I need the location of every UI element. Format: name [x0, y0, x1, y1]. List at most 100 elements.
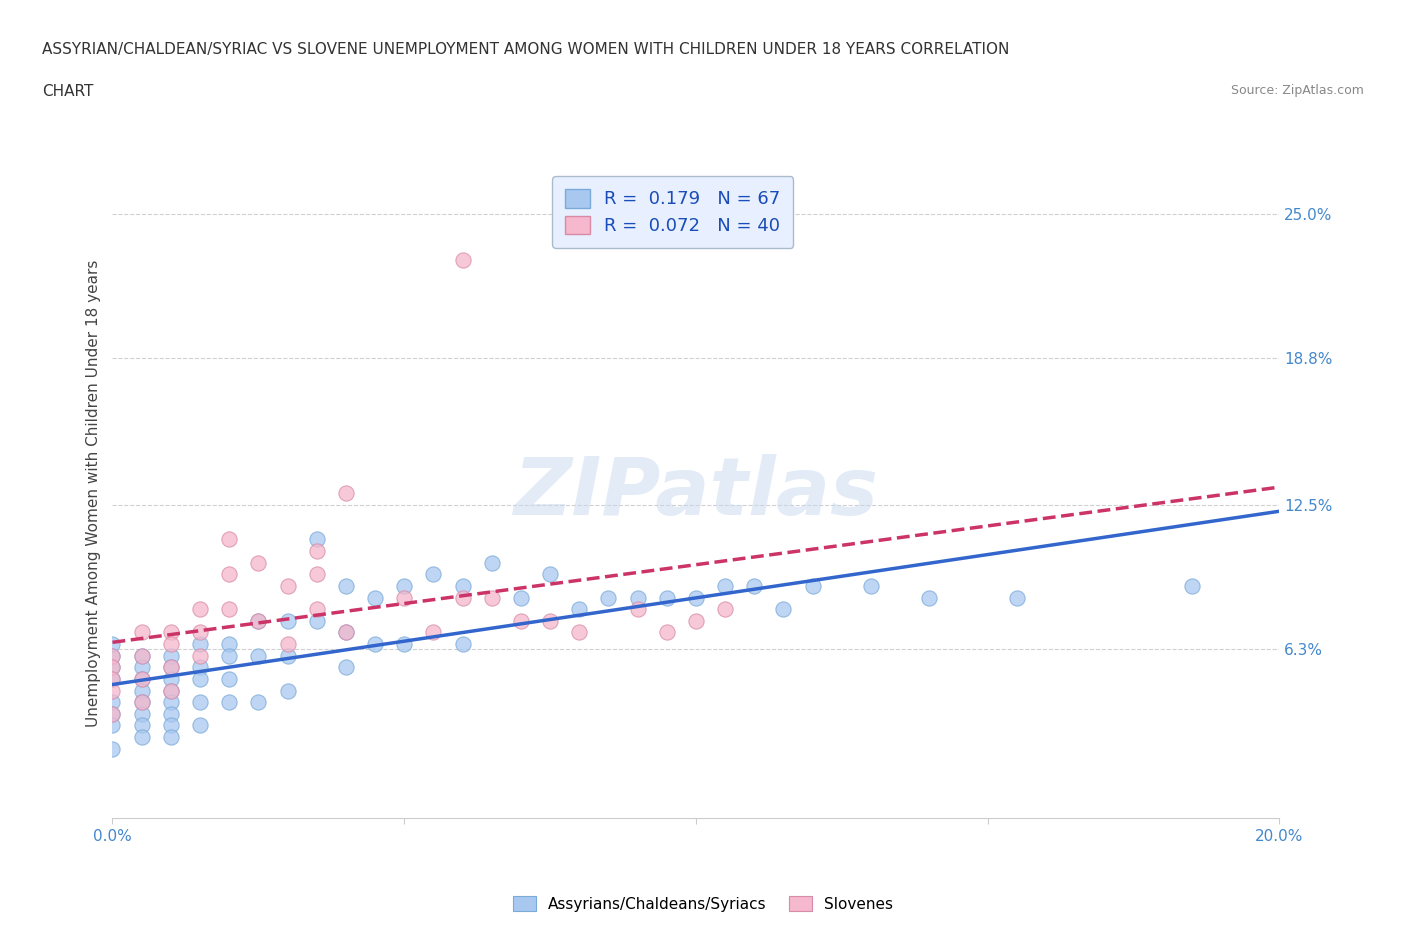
Point [101, 648, 124, 663]
Point [188, 602, 211, 617]
Point [101, 671, 124, 686]
Point [276, 637, 298, 652]
Point [276, 648, 298, 663]
Point [1181, 578, 1204, 593]
Point [568, 625, 591, 640]
Point [101, 707, 124, 722]
Point [160, 660, 183, 675]
Point [101, 684, 124, 698]
Text: ZIPatlas: ZIPatlas [513, 454, 879, 532]
Point [160, 671, 183, 686]
Point [335, 625, 357, 640]
Point [131, 684, 153, 698]
Point [131, 707, 153, 722]
Point [247, 648, 270, 663]
Point [685, 591, 707, 605]
Point [218, 532, 240, 547]
Point [364, 637, 387, 652]
Point [685, 614, 707, 629]
Point [247, 555, 270, 570]
Point [626, 602, 648, 617]
Point [247, 695, 270, 710]
Text: Source: ZipAtlas.com: Source: ZipAtlas.com [1230, 84, 1364, 97]
Y-axis label: Unemployment Among Women with Children Under 18 years: Unemployment Among Women with Children U… [86, 259, 101, 726]
Point [305, 567, 328, 582]
Point [801, 578, 824, 593]
Point [392, 637, 416, 652]
Point [247, 614, 270, 629]
Text: CHART: CHART [42, 84, 94, 99]
Point [481, 591, 503, 605]
Point [218, 671, 240, 686]
Point [392, 578, 416, 593]
Point [131, 695, 153, 710]
Point [101, 648, 124, 663]
Point [218, 567, 240, 582]
Point [598, 591, 620, 605]
Point [131, 625, 153, 640]
Point [131, 648, 153, 663]
Point [188, 671, 211, 686]
Point [509, 591, 531, 605]
Point [131, 660, 153, 675]
Point [538, 614, 561, 629]
Point [188, 637, 211, 652]
Legend: Assyrians/Chaldeans/Syriacs, Slovenes: Assyrians/Chaldeans/Syriacs, Slovenes [506, 889, 900, 918]
Point [160, 684, 183, 698]
Point [131, 648, 153, 663]
Point [335, 578, 357, 593]
Point [101, 695, 124, 710]
Point [160, 684, 183, 698]
Point [481, 555, 503, 570]
Point [335, 485, 357, 500]
Point [451, 591, 474, 605]
Point [160, 695, 183, 710]
Point [101, 741, 124, 756]
Point [188, 648, 211, 663]
Point [335, 625, 357, 640]
Point [218, 602, 240, 617]
Point [101, 707, 124, 722]
Point [160, 660, 183, 675]
Point [101, 718, 124, 733]
Point [772, 602, 794, 617]
Point [276, 578, 298, 593]
Point [305, 544, 328, 559]
Point [509, 614, 531, 629]
Point [276, 614, 298, 629]
Point [655, 625, 678, 640]
Point [305, 614, 328, 629]
Point [160, 729, 183, 744]
Point [247, 614, 270, 629]
Legend: R =  0.179   N = 67, R =  0.072   N = 40: R = 0.179 N = 67, R = 0.072 N = 40 [553, 177, 793, 247]
Point [714, 578, 737, 593]
Point [655, 591, 678, 605]
Point [218, 637, 240, 652]
Point [188, 695, 211, 710]
Point [131, 671, 153, 686]
Point [742, 578, 765, 593]
Point [305, 602, 328, 617]
Point [160, 637, 183, 652]
Point [218, 695, 240, 710]
Point [218, 648, 240, 663]
Point [422, 625, 444, 640]
Point [335, 660, 357, 675]
Point [568, 602, 591, 617]
Point [101, 660, 124, 675]
Point [859, 578, 883, 593]
Point [392, 591, 416, 605]
Point [131, 671, 153, 686]
Point [101, 671, 124, 686]
Point [160, 707, 183, 722]
Point [188, 718, 211, 733]
Point [276, 684, 298, 698]
Point [131, 729, 153, 744]
Point [451, 578, 474, 593]
Point [626, 591, 648, 605]
Point [714, 602, 737, 617]
Point [918, 591, 941, 605]
Point [131, 718, 153, 733]
Point [160, 718, 183, 733]
Point [1005, 591, 1028, 605]
